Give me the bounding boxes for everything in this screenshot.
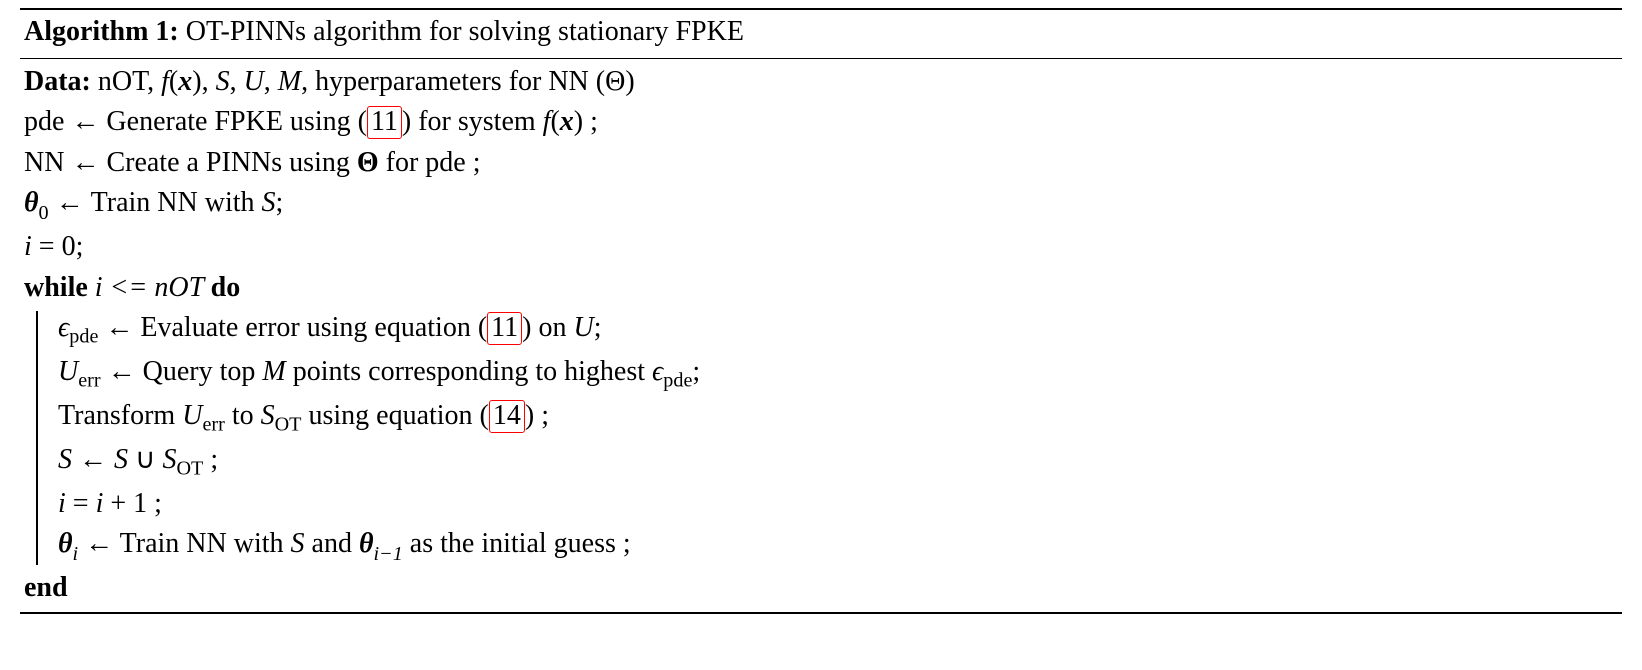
sym-theta: θ (24, 187, 39, 218)
sym-U4: U (182, 400, 202, 431)
while-body-block: ϵpde ← Evaluate error using equation (11… (20, 308, 1622, 568)
while-cond-rest: <= nOT (103, 272, 204, 303)
wl1-b: ) on (522, 312, 573, 343)
rule-mid (20, 58, 1622, 59)
wl3-c: using equation ( (301, 400, 488, 431)
sub-im1: i−1 (374, 543, 403, 565)
while-rule-col (20, 308, 54, 568)
wl-train: θi ← Train NN with S and θi−1 as the ini… (54, 524, 1622, 568)
sym-eps2: ϵ (652, 356, 663, 387)
sub-i: i (73, 543, 79, 565)
sub-err: err (78, 370, 100, 392)
data-text-1: nOT, (98, 66, 161, 97)
sym-f2: f (543, 106, 551, 137)
line3-b: ← Train NN with (49, 187, 262, 218)
wl-uerr: Uerr ← Query top M points corresponding … (54, 352, 1622, 396)
sub-OT: OT (275, 414, 302, 436)
wl4-b: ∪ (128, 444, 163, 475)
wl6-b: and (305, 528, 359, 559)
sym-U3: U (58, 356, 78, 387)
do-kw: do (211, 272, 241, 303)
wl3-b: to (225, 400, 261, 431)
rule-bottom (20, 612, 1622, 614)
data-text-3: , hyperparameters for NN (Θ) (301, 66, 635, 97)
data-line: Data: nOT, f(x), S, U, M, hyperparameter… (20, 62, 1622, 103)
sub-pde2: pde (663, 370, 692, 392)
sym-S2: S (262, 187, 276, 218)
sym-S5: S (114, 444, 128, 475)
wl-inc: i = i + 1 ; (54, 484, 1622, 525)
sym-x2: x (560, 106, 574, 137)
wl6-c: as the initial guess ; (403, 528, 631, 559)
line3-c: ; (276, 187, 284, 218)
sym-S: S (216, 66, 230, 97)
data-label: Data: (24, 66, 91, 97)
sym-S6: S (163, 444, 177, 475)
sym-M: M (278, 66, 301, 97)
wl3-d: ) ; (525, 400, 549, 431)
while-rule (36, 311, 38, 565)
line2-a: NN ← Create a PINNs using (24, 147, 357, 178)
while-kw: while (24, 272, 88, 303)
wl2-b: points corresponding to highest (286, 356, 652, 387)
line-nn: NN ← Create a PINNs using Θ for pde ; (20, 143, 1622, 184)
sym-theta-im1: θ (359, 528, 374, 559)
sym-i2: i (58, 488, 66, 519)
sub-pde: pde (69, 326, 98, 348)
wl5: + 1 ; (103, 488, 162, 519)
sym-theta-i: θ (58, 528, 73, 559)
sym-S3: S (261, 400, 275, 431)
end-kw: end (24, 572, 68, 603)
wl-eps: ϵpde ← Evaluate error using equation (11… (54, 308, 1622, 352)
sym-x: x (178, 66, 192, 97)
wl2-a: ← Query top (101, 356, 263, 387)
line-theta0: θ0 ← Train NN with S; (20, 183, 1622, 227)
algorithm-title: OT-PINNs algorithm for solving stationar… (186, 16, 744, 47)
sym-i: i (24, 231, 32, 262)
sym-eps: ϵ (58, 312, 69, 343)
while-cond: i <= nOT (95, 272, 211, 303)
line4: = 0; (32, 231, 84, 262)
sym-U: U (244, 66, 264, 97)
wl2-c: ; (692, 356, 700, 387)
sym-U2: U (573, 312, 593, 343)
sym-Theta: Θ (357, 147, 379, 178)
end-line: end (20, 568, 1622, 609)
data-text-2: , (202, 66, 216, 97)
ref-11-b[interactable]: 11 (487, 312, 522, 345)
sym-S7: S (291, 528, 305, 559)
wl-union: S ← S ∪ SOT ; (54, 440, 1622, 484)
wl3-a: Transform (58, 400, 182, 431)
algorithm-number: Algorithm 1: (24, 16, 179, 47)
line2-b: for pde ; (379, 147, 481, 178)
algorithm-block: Algorithm 1: OT-PINNs algorithm for solv… (20, 8, 1622, 614)
sym-S4: S (58, 444, 72, 475)
sub-OT2: OT (177, 457, 204, 479)
sym-f: f (161, 66, 169, 97)
line1-c: ; (583, 106, 598, 137)
line-i0: i = 0; (20, 227, 1622, 268)
line1-b: ) for system (402, 106, 543, 137)
wl1-c: ; (594, 312, 602, 343)
while-header: while i <= nOT do (20, 268, 1622, 309)
wl6-a: ← Train NN with (78, 528, 290, 559)
line1-a: pde ← Generate FPKE using ( (24, 106, 367, 137)
wl4-a: ← (72, 444, 114, 475)
sym-M2: M (262, 356, 285, 387)
algorithm-title-line: Algorithm 1: OT-PINNs algorithm for solv… (20, 10, 1622, 55)
sub-err2: err (202, 414, 224, 436)
wl4-c: ; (203, 444, 218, 475)
wl1-a: ← Evaluate error using equation ( (98, 312, 487, 343)
line-pde: pde ← Generate FPKE using (11) for syste… (20, 102, 1622, 143)
wl-transform: Transform Uerr to SOT using equation (14… (54, 396, 1622, 440)
sub-0: 0 (39, 202, 49, 224)
ref-11[interactable]: 11 (367, 106, 402, 139)
while-body: ϵpde ← Evaluate error using equation (11… (54, 308, 1622, 568)
ref-14[interactable]: 14 (489, 400, 525, 433)
